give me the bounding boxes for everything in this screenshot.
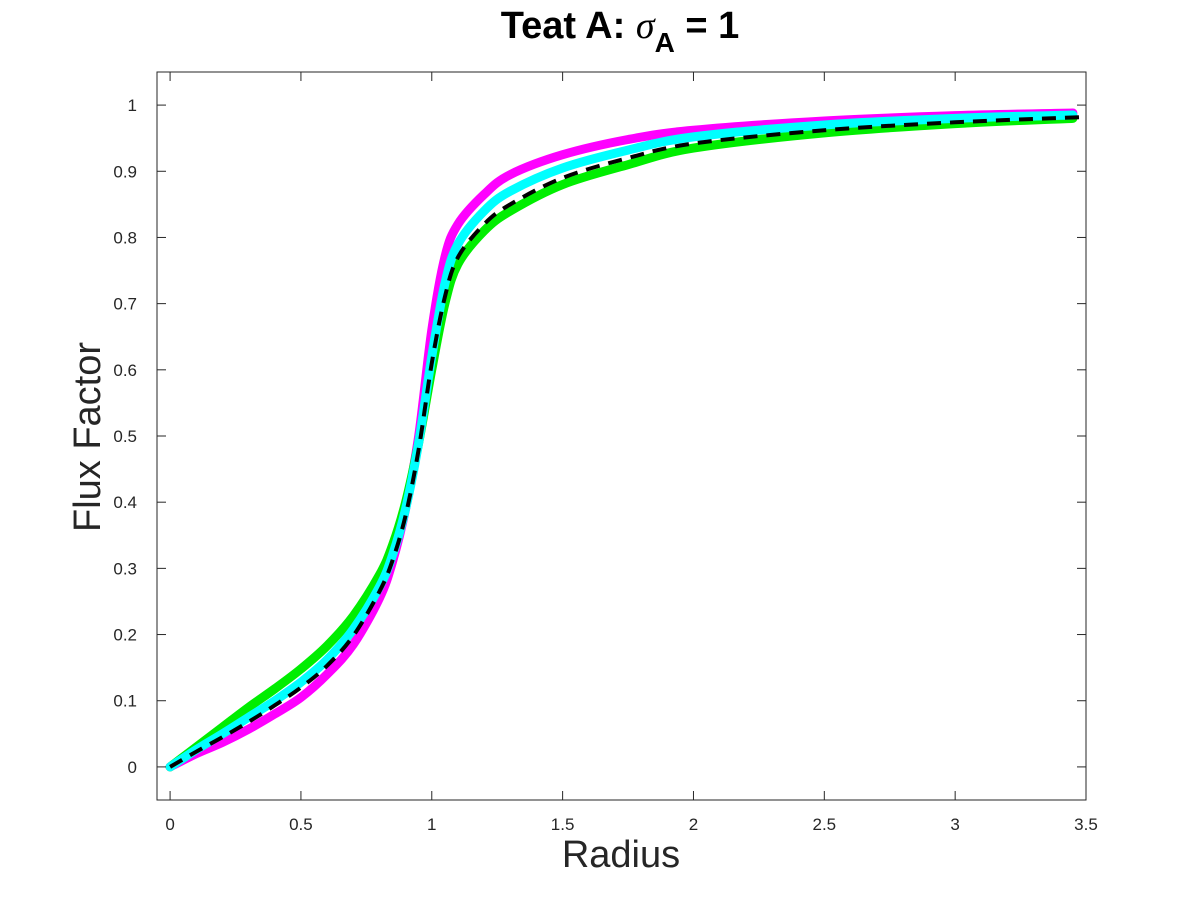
x-tick-label: 1 xyxy=(427,815,436,834)
x-tick-label: 3 xyxy=(950,815,959,834)
x-tick-label: 0.5 xyxy=(289,815,313,834)
y-tick-label: 0.3 xyxy=(113,559,137,578)
series-layer xyxy=(165,108,1087,772)
y-axis-label: Flux Factor xyxy=(67,342,109,532)
title-sigma-symbol: σ xyxy=(636,5,656,47)
y-tick-label: 1 xyxy=(128,96,137,115)
x-tick-label: 3.5 xyxy=(1074,815,1098,834)
y-tick-label: 0.5 xyxy=(113,427,137,446)
y-tick-label: 0.9 xyxy=(113,162,137,181)
x-tick-label: 2.5 xyxy=(812,815,836,834)
y-tick-label: 0.7 xyxy=(113,295,137,314)
title-subscript: A xyxy=(655,27,675,58)
title-prefix: Teat A: xyxy=(501,5,636,47)
x-tick-label: 1.5 xyxy=(551,815,575,834)
y-tick-label: 0.6 xyxy=(113,361,137,380)
x-tick-label: 2 xyxy=(689,815,698,834)
y-tick-label: 0.2 xyxy=(113,626,137,645)
chart-title: Teat A: σA = 1 xyxy=(501,5,740,58)
x-tick-label: 0 xyxy=(165,815,174,834)
y-tick-label: 0.4 xyxy=(113,493,137,512)
y-tick-label: 0.8 xyxy=(113,228,137,247)
axes-box xyxy=(156,71,1087,801)
y-tick-label: 0.1 xyxy=(113,692,137,711)
title-suffix: = 1 xyxy=(675,5,739,47)
x-axis-label: Radius xyxy=(562,834,680,876)
series-line-4 xyxy=(169,115,1087,769)
y-tick-label: 0 xyxy=(128,758,137,777)
ticks-layer: 0 0.5 1 1.5 2 2.5 3 3.5 0 0.1 0.2 0.3 0.4 0.5 0.6 0.7 0.… xyxy=(113,72,1098,834)
